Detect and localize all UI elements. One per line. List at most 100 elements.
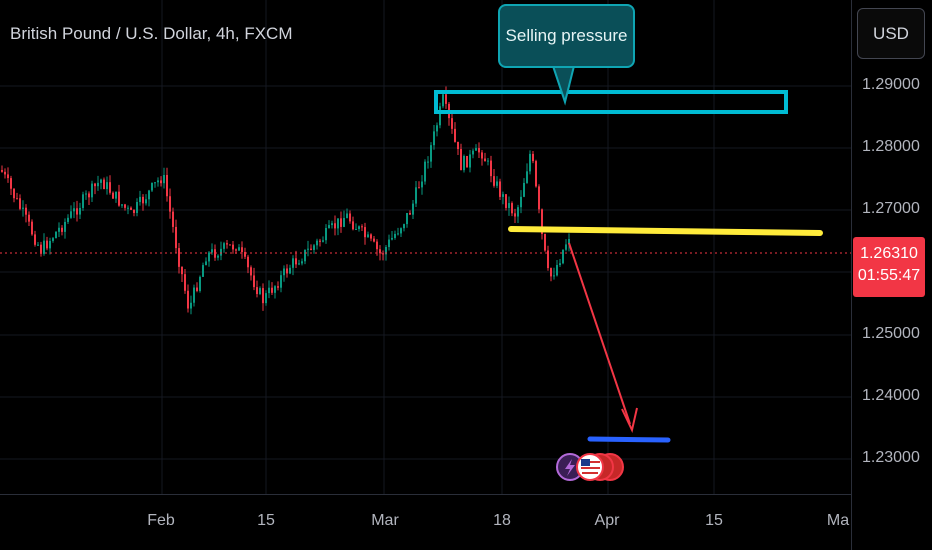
- candle-body: [298, 263, 300, 265]
- time-scale-divider: [0, 494, 851, 495]
- candle-body: [322, 240, 324, 242]
- candle-body: [262, 288, 264, 304]
- candle-body: [112, 192, 114, 199]
- candle-body: [253, 275, 255, 288]
- candle-body: [421, 181, 423, 188]
- candle-body: [403, 224, 405, 229]
- candle-body: [457, 141, 459, 150]
- candle-body: [445, 94, 447, 104]
- candle-body: [130, 207, 132, 210]
- candle-body: [523, 182, 525, 197]
- candle-body: [391, 237, 393, 240]
- candle-body: [349, 213, 351, 222]
- time-tick: 15: [257, 512, 275, 529]
- candle-body: [487, 160, 489, 162]
- candle-body: [22, 207, 24, 209]
- callout-pointer: [551, 65, 576, 106]
- candle-body: [256, 287, 258, 295]
- candle-body: [310, 248, 312, 250]
- time-tick: 15: [705, 512, 723, 529]
- candle-body: [427, 161, 429, 163]
- candle-body: [217, 255, 219, 258]
- price-tick: 1.25000: [862, 325, 920, 342]
- support-line: [508, 226, 823, 236]
- candle-body: [268, 287, 270, 294]
- candle-body: [394, 233, 396, 238]
- candle-body: [484, 158, 486, 162]
- candle-body: [241, 247, 243, 253]
- candle-body: [481, 152, 483, 159]
- candle-body: [511, 203, 513, 214]
- symbol-title[interactable]: British Pound / U.S. Dollar, 4h, FXCM: [10, 24, 293, 43]
- candle-body: [556, 265, 558, 276]
- candle-body: [184, 274, 186, 291]
- candle-body: [70, 211, 72, 218]
- candle-body: [304, 249, 306, 262]
- candle-body: [436, 125, 438, 132]
- candle-body: [313, 245, 315, 250]
- candle-body: [514, 213, 516, 217]
- candle-body: [460, 149, 462, 171]
- candle-body: [259, 288, 261, 295]
- candle-body: [247, 256, 249, 268]
- candle-body: [412, 203, 414, 215]
- candle-body: [10, 178, 12, 189]
- candle-body: [100, 179, 102, 183]
- candle-body: [7, 174, 9, 179]
- candle-body: [559, 263, 561, 266]
- time-tick: 18: [493, 512, 511, 529]
- candle-body: [163, 174, 165, 184]
- candle-body: [364, 227, 366, 238]
- candle-body: [343, 217, 345, 227]
- candle-body: [520, 196, 522, 208]
- candle-body: [283, 268, 285, 276]
- candle-body: [325, 228, 327, 241]
- currency-button[interactable]: USD: [857, 8, 925, 59]
- candle-body: [109, 182, 111, 193]
- candle-body: [76, 208, 78, 215]
- candle-body: [94, 183, 96, 187]
- candle-body: [301, 261, 303, 264]
- candle-body: [58, 227, 60, 232]
- candle-body: [85, 193, 87, 195]
- candle-body: [292, 258, 294, 268]
- candle-body: [493, 176, 495, 186]
- candle-body: [475, 148, 477, 151]
- selling-pressure-callout[interactable]: Selling pressure: [498, 4, 635, 68]
- candle-body: [25, 207, 27, 215]
- candle-body: [202, 265, 204, 277]
- candle-body: [451, 118, 453, 129]
- candle-body: [88, 193, 90, 198]
- candle-body: [175, 226, 177, 249]
- candle-body: [334, 223, 336, 229]
- candle-body: [316, 240, 318, 246]
- candle-body: [169, 196, 171, 212]
- candle-body: [139, 196, 141, 203]
- candle-body: [154, 182, 156, 184]
- candle-body: [196, 287, 198, 291]
- candle-body: [178, 248, 180, 267]
- candle-body: [37, 244, 39, 246]
- candle-body: [379, 249, 381, 254]
- event-icons: [556, 453, 624, 481]
- down-arrow: [568, 242, 638, 434]
- candle-body: [19, 198, 21, 209]
- current-price-label: 1.26310 01:55:47: [853, 237, 925, 297]
- candle-body: [442, 94, 444, 107]
- bar-countdown: 01:55:47: [857, 267, 921, 284]
- candle-body: [145, 199, 147, 204]
- candle-body: [478, 148, 480, 153]
- candle-body: [181, 266, 183, 275]
- candle-body: [34, 234, 36, 245]
- candle-body: [229, 244, 231, 246]
- candle-body: [568, 239, 570, 245]
- candle-body: [16, 198, 18, 200]
- price-tick: 1.23000: [862, 449, 920, 466]
- candle-body: [340, 218, 342, 227]
- candle-body: [133, 209, 135, 213]
- candle-body: [337, 218, 339, 229]
- candle-body: [328, 225, 330, 229]
- candle-body: [199, 276, 201, 291]
- candle-body: [361, 226, 363, 228]
